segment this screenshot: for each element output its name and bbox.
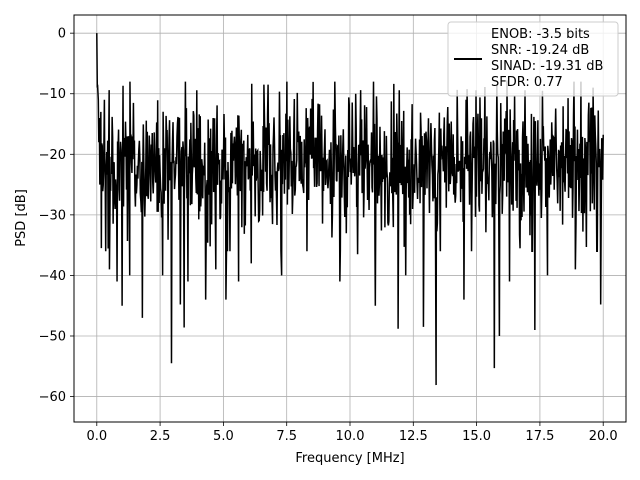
y-tick-label: −60 xyxy=(39,390,66,405)
legend-entry-enob: ENOB: -3.5 bits xyxy=(491,27,590,42)
x-tick-label: 17.5 xyxy=(525,429,554,444)
x-axis-label: Frequency [MHz] xyxy=(295,451,404,466)
x-tick-label: 2.5 xyxy=(150,429,171,444)
y-axis-label: PSD [dB] xyxy=(14,189,29,247)
y-tick-label: −30 xyxy=(39,208,66,223)
x-tick-label: 12.5 xyxy=(399,429,428,444)
x-tick-label: 7.5 xyxy=(276,429,297,444)
data-layer xyxy=(96,33,604,386)
legend-box xyxy=(447,21,619,97)
x-tick-label: 5.0 xyxy=(213,429,234,444)
psd-series-line xyxy=(96,33,604,386)
y-tick-label: 0 xyxy=(58,27,66,42)
y-tick-label: −10 xyxy=(39,87,66,102)
y-tick-label: −50 xyxy=(39,329,66,344)
x-tick-label: 10.0 xyxy=(336,429,365,444)
tick-layer: 0.0 2.5 5.0 7.5 10.0 12.5 15.0 17.5 20.0 0 −10 −20 −… xyxy=(39,27,618,444)
y-tick-label: −20 xyxy=(39,148,66,163)
legend: ENOB: -3.5 bits SNR: -19.24 dB SINAD: -1… xyxy=(447,21,619,97)
y-tick-label: −40 xyxy=(39,269,66,284)
legend-entry-snr: SNR: -19.24 dB xyxy=(491,43,589,58)
legend-entry-sinad: SINAD: -19.31 dB xyxy=(491,59,603,74)
legend-entry-sfdr: SFDR: 0.77 xyxy=(491,75,563,90)
x-tick-label: 15.0 xyxy=(462,429,491,444)
x-tick-label: 0.0 xyxy=(86,429,107,444)
x-tick-label: 20.0 xyxy=(589,429,618,444)
